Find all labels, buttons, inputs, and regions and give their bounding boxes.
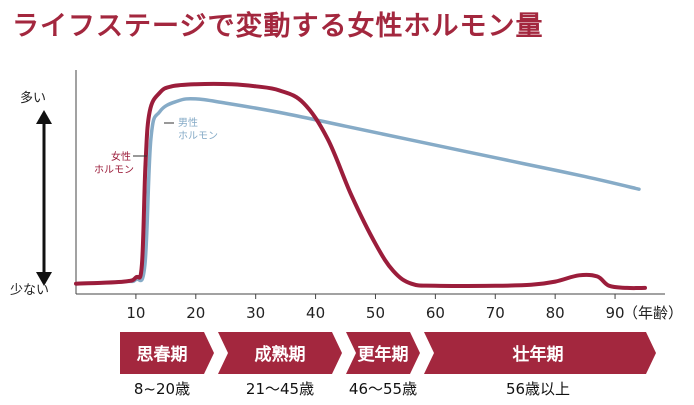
stage-band: 思春期 成熟期 更年期 壮年期 8~20歳 21～45歳 46～55歳 56歳以… (120, 332, 656, 398)
chart-title: ライフステージで変動する女性ホルモン量 (12, 11, 544, 42)
male-annotation-line2: ホルモン (178, 130, 218, 142)
stage-name-4: 壮年期 (513, 344, 564, 365)
female-annotation-line2: ホルモン (94, 164, 134, 176)
x-tick-label: 40 (306, 304, 325, 322)
female-annotation: 女性 ホルモン (94, 150, 147, 176)
y-arrow (36, 110, 52, 286)
stage-range-3: 46～55歳 (349, 380, 417, 398)
series-group (74, 81, 647, 291)
stage-arrow-seijukuki (218, 332, 342, 374)
y-bottom-label: 少ない (10, 283, 49, 298)
x-tick-label: 20 (186, 304, 205, 322)
stage-name-1: 思春期 (137, 344, 188, 365)
stage-range-4: 56歳以上 (506, 380, 570, 398)
x-tick-label: 10 (126, 304, 145, 322)
stage-name-3: 更年期 (358, 344, 409, 365)
stage-arrow-kounenki (346, 332, 420, 374)
stage-range-2: 21～45歳 (246, 380, 314, 398)
male-annotation: 男性 ホルモン (164, 116, 218, 142)
x-tick-label: 30 (246, 304, 265, 322)
x-tick-label: 60 (426, 304, 445, 322)
x-tick-label: 50 (366, 304, 385, 322)
x-tick-label: 70 (486, 304, 505, 322)
stage-name-2: 成熟期 (255, 344, 306, 365)
y-top-label: 多い (20, 90, 46, 106)
male-hormone-line (74, 96, 641, 286)
stage-arrow-shisyunki (120, 332, 214, 374)
stage-arrow-sounenki (424, 332, 656, 374)
female-hormone-line (74, 81, 647, 291)
x-unit-label: （年齢） (623, 304, 683, 322)
x-ticks: 10 20 30 40 50 60 70 80 90 (126, 294, 625, 322)
female-annotation-line1: 女性 (111, 150, 131, 163)
x-tick-label: 90 (606, 304, 625, 322)
stage-range-1: 8~20歳 (134, 380, 190, 398)
male-annotation-line1: 男性 (178, 116, 198, 129)
x-tick-label: 80 (546, 304, 565, 322)
